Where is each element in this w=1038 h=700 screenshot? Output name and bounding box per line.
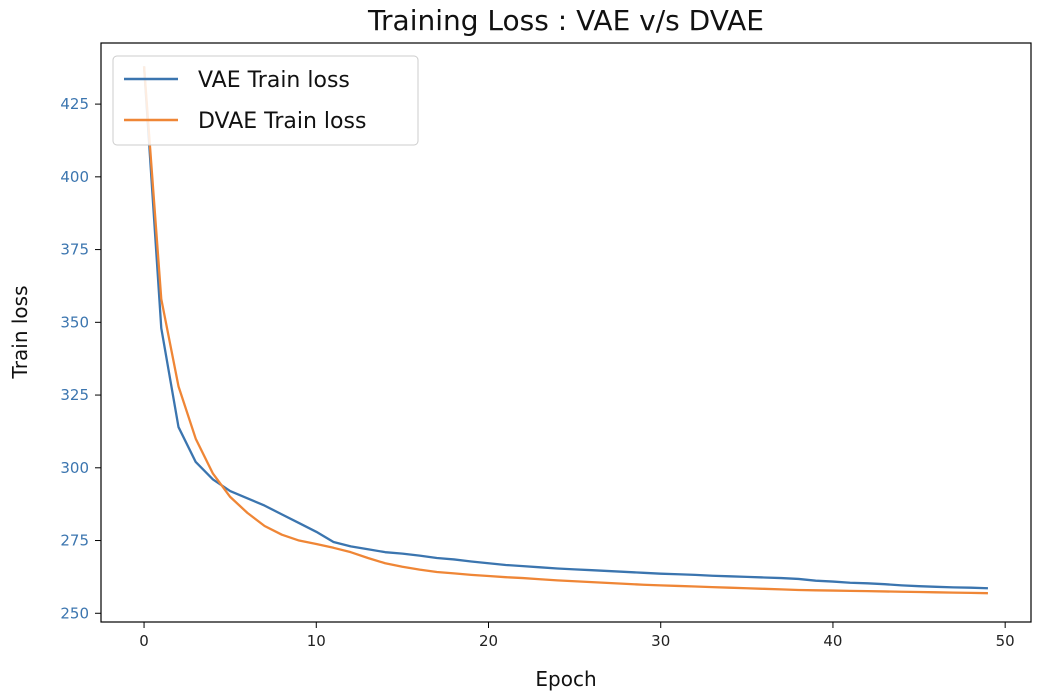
legend-label-dvae: DVAE Train loss: [198, 109, 366, 134]
y-tick-label: 350: [60, 313, 89, 331]
legend: VAE Train loss DVAE Train loss: [112, 55, 419, 146]
y-axis-ticks: 250 275 300 325 350 375 400 425: [60, 95, 101, 622]
y-tick-label: 250: [60, 604, 89, 622]
series-line-vae-train-loss: [142, 66, 988, 590]
x-axis-label: Epoch: [535, 667, 596, 691]
y-axis-label: Train loss: [8, 286, 32, 380]
x-tick-label: 10: [307, 632, 326, 650]
plot-content: [142, 66, 988, 595]
x-tick-label: 50: [996, 632, 1015, 650]
y-tick-label: 400: [60, 168, 89, 186]
y-tick-label: 300: [60, 459, 89, 477]
x-tick-label: 40: [823, 632, 842, 650]
plot-frame: [100, 42, 1032, 623]
series-line-dvae-train-loss: [142, 66, 988, 595]
chart-title: Training Loss : VAE v/s DVAE: [367, 4, 764, 37]
x-tick-label: 20: [479, 632, 498, 650]
y-tick-label: 375: [60, 241, 89, 259]
x-axis-ticks: 0 10 20 30 40 50: [139, 622, 1015, 650]
legend-box: [112, 55, 419, 146]
y-tick-label: 275: [60, 532, 89, 550]
y-tick-label: 325: [60, 386, 89, 404]
y-tick-label: 425: [60, 95, 89, 113]
x-tick-label: 30: [651, 632, 670, 650]
x-tick-label: 0: [139, 632, 149, 650]
legend-label-vae: VAE Train loss: [198, 68, 350, 93]
